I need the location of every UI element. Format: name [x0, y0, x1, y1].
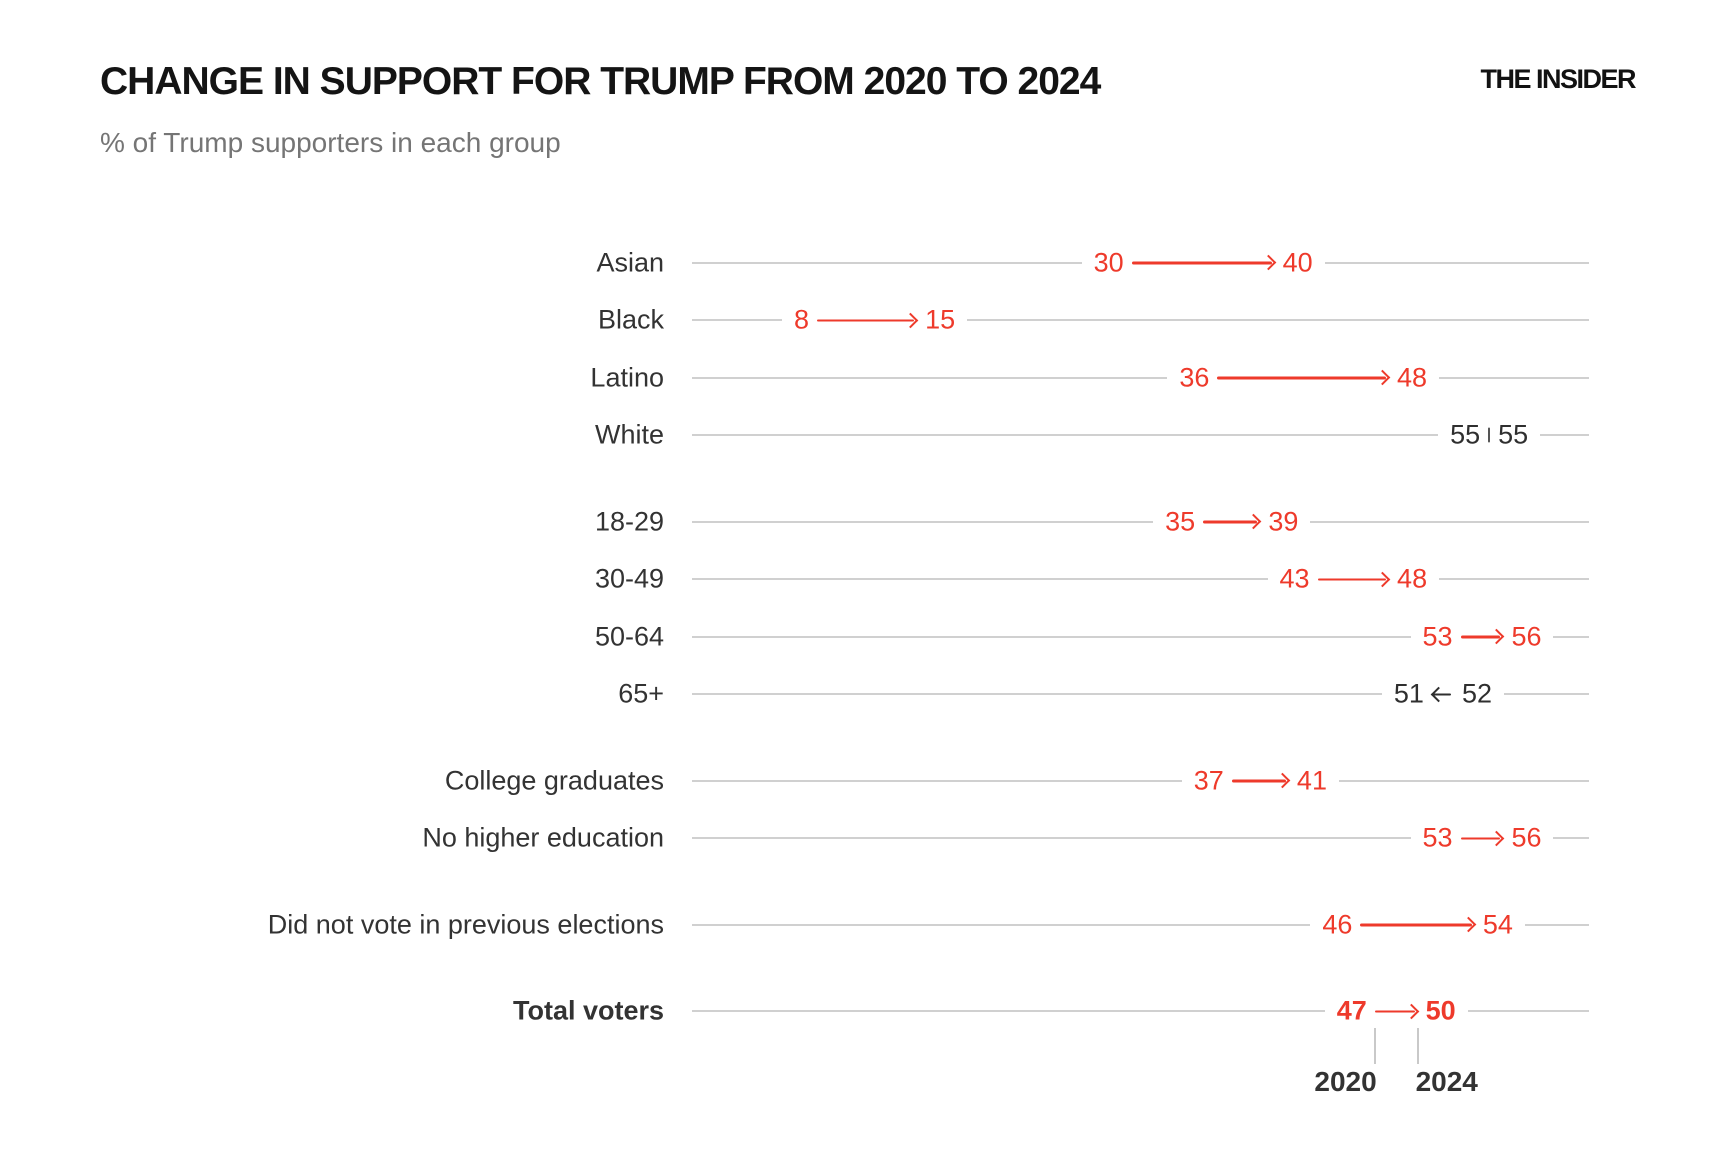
- chart-row: College graduates 37 41: [0, 752, 1732, 810]
- value-2024: 48: [1397, 563, 1428, 594]
- value-2020: 8: [794, 304, 810, 335]
- row-baseline: [692, 578, 1589, 581]
- value-annotation: 37 41: [1181, 765, 1339, 796]
- group-gap: [0, 867, 1732, 896]
- row-baseline: [692, 693, 1589, 696]
- chart-row: Did not vote in previous elections 46 54: [0, 896, 1732, 954]
- row-label: 30-49: [594, 563, 664, 594]
- increase-arrow-icon: [1203, 515, 1260, 528]
- chart-row: 30-49 43 48: [0, 551, 1732, 609]
- group-gap: [0, 723, 1732, 752]
- row-label: Total voters: [512, 995, 664, 1026]
- increase-arrow-icon: [1131, 256, 1275, 269]
- row-label: White: [594, 419, 664, 450]
- chart-row: No higher education 53 56: [0, 810, 1732, 868]
- chart-row: Total voters 47 50: [0, 983, 1732, 1041]
- value-annotation: 53 56: [1410, 822, 1554, 853]
- value-annotation: 51 52: [1381, 678, 1504, 709]
- value-annotation: 47 50: [1324, 995, 1468, 1026]
- value-2024: 15: [925, 304, 956, 335]
- value-2024: 50: [1425, 995, 1456, 1026]
- chart-row: 18-29 35 39: [0, 493, 1732, 551]
- value-annotation: 53 56: [1410, 621, 1554, 652]
- row-baseline: [692, 635, 1589, 638]
- value-annotation: 43 48: [1267, 563, 1440, 594]
- row-baseline: [692, 520, 1589, 523]
- chart-subtitle: % of Trump supporters in each group: [100, 127, 561, 158]
- value-2020: 53: [1422, 621, 1453, 652]
- x-axis: 2020 2024: [0, 1028, 1732, 1140]
- chart-row: Black 8 15: [0, 292, 1732, 350]
- row-label: Black: [597, 304, 664, 335]
- row-baseline: [692, 319, 1589, 322]
- row-label: College graduates: [444, 765, 664, 796]
- increase-arrow-icon: [1460, 630, 1504, 643]
- value-2024: 48: [1397, 362, 1428, 393]
- row-label: Latino: [590, 362, 664, 393]
- value-2020: 47: [1336, 995, 1367, 1026]
- chart-row: Latino 36 48: [0, 349, 1732, 407]
- value-2020: 52: [1461, 678, 1492, 709]
- row-baseline: [692, 779, 1589, 782]
- value-2024: 56: [1511, 822, 1542, 853]
- row-label: 65+: [618, 678, 664, 709]
- increase-arrow-icon: [1231, 774, 1289, 787]
- row-baseline: [692, 434, 1589, 437]
- row-label: 50-64: [594, 621, 664, 652]
- value-2020: 36: [1179, 362, 1210, 393]
- value-2024: 51: [1393, 678, 1424, 709]
- axis-tick-2020: [1373, 1028, 1376, 1064]
- decrease-arrow-icon: [1431, 688, 1454, 701]
- chart-row: Asian 30 40: [0, 234, 1732, 292]
- row-baseline: [692, 1010, 1589, 1013]
- chart-row: 65+ 51 52: [0, 666, 1732, 724]
- value-2024: 56: [1511, 621, 1542, 652]
- increase-arrow-icon: [1217, 371, 1389, 384]
- value-annotation: 8 15: [782, 304, 968, 335]
- value-2020: 30: [1093, 247, 1124, 278]
- row-label: No higher education: [422, 822, 664, 853]
- value-2020: 46: [1322, 909, 1353, 940]
- value-annotation: 35 39: [1153, 506, 1311, 537]
- value-2020: 43: [1279, 563, 1310, 594]
- group-gap: [0, 464, 1732, 493]
- axis-label-2020: 2020: [1314, 1066, 1377, 1097]
- value-2020: 53: [1422, 822, 1453, 853]
- row-baseline: [692, 376, 1589, 379]
- value-2024: 39: [1268, 506, 1299, 537]
- value-2024: 55: [1498, 419, 1529, 450]
- value-annotation: 30 40: [1081, 247, 1325, 278]
- value-annotation: 36 48: [1167, 362, 1440, 393]
- row-baseline: [692, 923, 1589, 926]
- value-2024: 40: [1282, 247, 1313, 278]
- increase-arrow-icon: [817, 314, 917, 327]
- axis-tick-2024: [1416, 1028, 1419, 1064]
- row-label: Did not vote in previous elections: [267, 909, 664, 940]
- chart-row: White 55 55: [0, 407, 1732, 465]
- chart-row: 50-64 53 56: [0, 608, 1732, 666]
- row-baseline: [692, 837, 1589, 840]
- value-2020: 55: [1450, 419, 1481, 450]
- page-title: CHANGE IN SUPPORT FOR TRUMP FROM 2020 TO…: [100, 60, 1101, 103]
- group-gap: [0, 954, 1732, 983]
- value-2024: 54: [1482, 909, 1513, 940]
- no-change-tick-icon: [1488, 427, 1491, 443]
- axis-label-2024: 2024: [1415, 1066, 1478, 1097]
- value-2020: 37: [1193, 765, 1224, 796]
- brand-logo: THE INSIDER: [1480, 64, 1636, 94]
- value-annotation: 46 54: [1310, 909, 1525, 940]
- row-label: Asian: [596, 247, 664, 278]
- value-2020: 35: [1165, 506, 1196, 537]
- increase-arrow-icon: [1460, 832, 1504, 845]
- increase-arrow-icon: [1360, 918, 1474, 931]
- value-annotation: 55 55: [1438, 419, 1541, 450]
- row-label: 18-29: [594, 506, 664, 537]
- increase-arrow-icon: [1317, 573, 1390, 586]
- value-2024: 41: [1296, 765, 1327, 796]
- arrow-chart: Asian 30 40 Black 8 15 Latino 36 48 White 55 55 18-2…: [0, 234, 1732, 1140]
- increase-arrow-icon: [1374, 1005, 1418, 1018]
